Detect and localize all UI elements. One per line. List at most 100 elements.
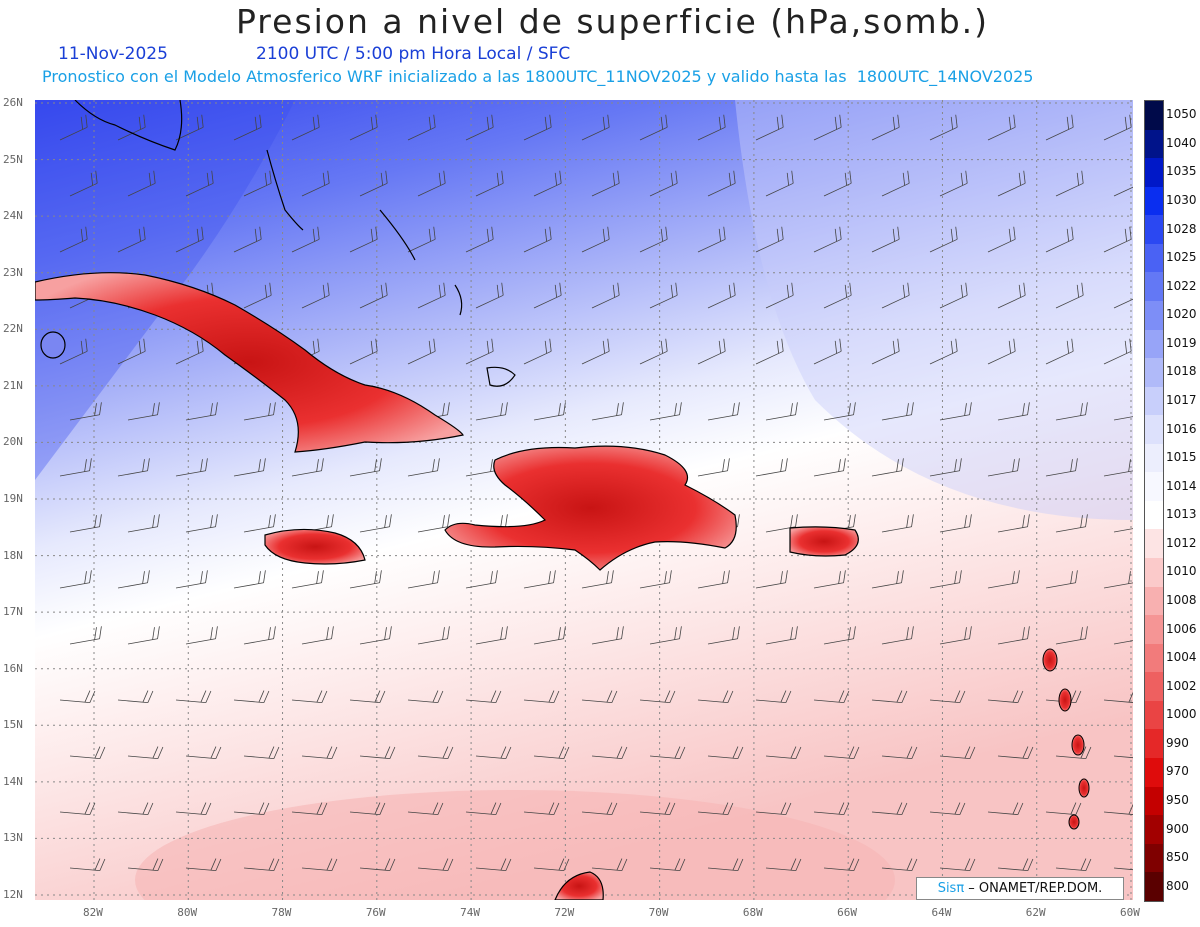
wind-barb <box>929 802 966 816</box>
colorbar-label: 1000 <box>1166 707 1197 722</box>
wind-barb <box>533 858 570 872</box>
sispi-logo: Sisπ <box>937 881 965 896</box>
wind-barb <box>697 802 734 816</box>
lon-tick-label: 60W <box>1120 906 1140 919</box>
wind-barb <box>523 114 552 141</box>
wind-barb <box>417 514 450 533</box>
wind-barb <box>127 402 160 421</box>
wind-barb <box>707 858 744 872</box>
wind-barb <box>929 570 962 589</box>
lat-tick-label: 18N <box>3 548 23 562</box>
wind-barb <box>59 338 88 365</box>
wind-barb <box>301 858 338 872</box>
credit-box: Sisπ – ONAMET/REP.DOM. <box>916 877 1124 900</box>
wind-barb <box>291 114 320 141</box>
wind-barb <box>1113 526 1133 533</box>
wind-barb <box>997 402 1030 421</box>
colorbar-label: 1002 <box>1166 678 1197 693</box>
wind-barb <box>881 858 918 872</box>
wind-barb <box>533 746 570 760</box>
wind-barb <box>707 170 736 197</box>
turks-caicos <box>486 366 516 387</box>
colorbar-swatch <box>1145 300 1163 330</box>
wind-barb <box>185 170 214 197</box>
wind-barb <box>475 282 504 309</box>
wind-barb <box>1103 802 1133 816</box>
wind-barb <box>127 514 160 533</box>
wind-barb <box>59 226 88 253</box>
wind-barb <box>291 226 320 253</box>
wind-barb <box>117 226 146 253</box>
wind-barb <box>639 802 676 816</box>
colorbar-label: 1016 <box>1166 421 1197 436</box>
wind-barb <box>523 570 556 589</box>
wind-barb <box>765 170 794 197</box>
wind-barb <box>1103 459 1133 477</box>
lake <box>40 331 66 359</box>
colorbar-swatch <box>1145 700 1163 730</box>
wind-barb <box>465 690 502 704</box>
wind-barb <box>765 746 802 760</box>
wind-barb <box>59 690 96 704</box>
wind-barb <box>475 858 512 872</box>
wind-barb <box>465 114 494 141</box>
wind-barb <box>291 802 328 816</box>
south-american-coast <box>554 871 604 900</box>
wind-barb <box>765 402 798 421</box>
wind-barb <box>697 226 726 253</box>
wind-barb <box>243 858 280 872</box>
wind-barb <box>69 170 98 197</box>
wind-barb <box>349 114 378 141</box>
colorbar-swatch <box>1145 386 1163 416</box>
wind-barb <box>707 626 740 645</box>
wind-barb <box>1113 867 1133 872</box>
wind-barb <box>987 226 1016 253</box>
wind-barb <box>939 282 968 309</box>
wind-barb <box>127 746 164 760</box>
lat-tick-label: 16N <box>3 661 23 675</box>
colorbar-label: 1015 <box>1166 450 1197 465</box>
colorbar-label: 1040 <box>1166 135 1197 150</box>
lon-tick-label: 76W <box>365 906 386 919</box>
wind-barb <box>929 458 962 477</box>
colorbar-label: 850 <box>1166 850 1189 865</box>
wind-barb <box>639 338 668 365</box>
jamaica <box>264 528 366 565</box>
wind-barb <box>475 746 512 760</box>
wind-barb <box>1055 514 1088 533</box>
wind-barb <box>987 690 1024 704</box>
wind-barb <box>813 570 846 589</box>
wind-barb <box>649 170 678 197</box>
lon-tick-label: 66W <box>837 906 858 919</box>
wind-barb <box>765 282 794 309</box>
colorbar-label: 1012 <box>1166 535 1197 550</box>
wind-barb <box>349 226 378 253</box>
wind-barb <box>475 626 508 645</box>
wind-barb <box>185 402 218 421</box>
wind-barb <box>533 626 566 645</box>
wind-barb <box>243 170 272 197</box>
wind-barb <box>1045 570 1078 589</box>
wind-barb <box>591 282 620 309</box>
wind-barb <box>929 338 958 365</box>
wind-barb <box>117 114 146 141</box>
wind-barb <box>697 338 726 365</box>
colorbar-swatch <box>1145 158 1163 187</box>
wind-barb <box>59 114 88 141</box>
wind-barb <box>707 402 740 421</box>
lat-tick-label: 23N <box>3 265 23 279</box>
wind-barb <box>581 690 618 704</box>
low-pressure-area <box>135 790 895 900</box>
wind-barb <box>591 402 624 421</box>
lon-tick-label: 64W <box>931 906 952 919</box>
colorbar-swatch <box>1145 586 1163 616</box>
wind-barb <box>1055 402 1088 421</box>
lon-tick-label: 70W <box>648 906 669 919</box>
wind-barb <box>581 226 610 253</box>
island <box>1068 814 1080 830</box>
colorbar-label: 1028 <box>1166 221 1197 236</box>
wind-barb <box>929 114 958 141</box>
wind-barb <box>243 282 272 309</box>
map-title: Presion a nivel de superficie (hPa,somb.… <box>235 2 990 41</box>
colorbar-label: 1004 <box>1166 650 1197 665</box>
